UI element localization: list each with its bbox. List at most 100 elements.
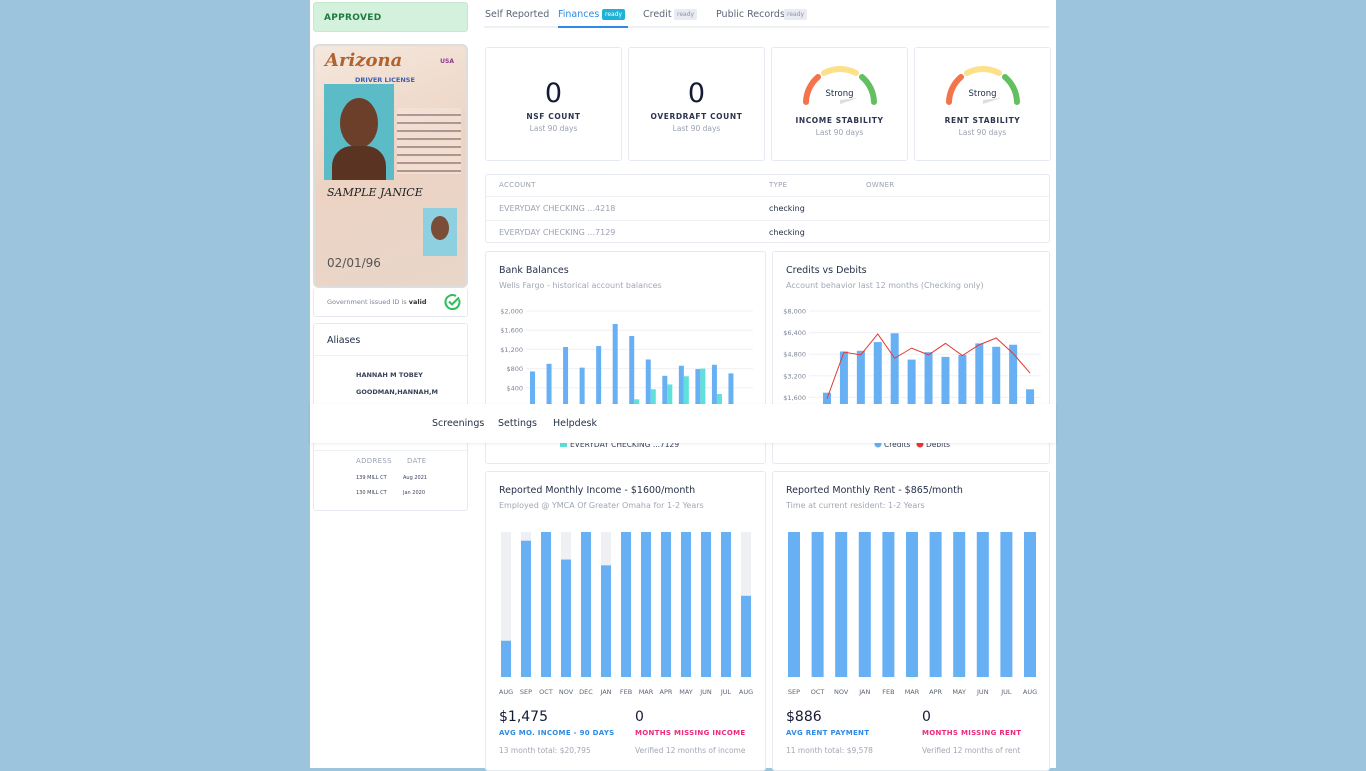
- month-bar: [701, 532, 711, 677]
- month-bar: [621, 532, 631, 677]
- month-bar: [953, 532, 966, 677]
- y-tick-label: $6,400: [783, 329, 806, 337]
- date-header: DATE: [407, 457, 427, 465]
- month-bar: [1000, 532, 1013, 677]
- rent-stability-gauge-label: Strong: [968, 89, 997, 99]
- monthly-income-chart: AUG SEP OCT NOV DEC JAN FEB MAR APR MAY JUN JUL AUG: [499, 532, 753, 696]
- nav-settings[interactable]: Settings: [498, 418, 537, 429]
- alias-item: GOODMAN,HANNAH,M: [356, 388, 438, 396]
- tab-credit[interactable]: Credit: [643, 9, 672, 20]
- tab-bar: Self Reported Finances ready Credit read…: [484, 0, 1049, 28]
- aliases-title: Aliases: [327, 335, 361, 346]
- nav-helpdesk[interactable]: Helpdesk: [553, 418, 597, 429]
- overdraft-count-sub: Last 90 days: [672, 124, 721, 133]
- missing-income-sub: Verified 12 months of income: [635, 746, 746, 755]
- y-tick-label: $4,800: [783, 351, 806, 359]
- balance-bar-7129: [667, 384, 673, 407]
- balance-bar: [530, 371, 535, 407]
- balance-bar-7129: [634, 399, 640, 407]
- credits-bar: [856, 350, 865, 419]
- bar-track: [501, 532, 511, 677]
- income-stability-gauge-label: Strong: [825, 89, 854, 99]
- credits-bar: [873, 342, 882, 419]
- rent-stability-sub: Last 90 days: [958, 128, 1007, 137]
- month-bar: [521, 540, 531, 677]
- overdraft-count-value: 0: [687, 78, 706, 109]
- missing-income-label: MONTHS MISSING INCOME: [635, 729, 746, 737]
- credits-bar: [992, 346, 1001, 419]
- legend-label: EVERYDAY CHECKING ...7129: [570, 440, 679, 449]
- balance-bar: [662, 375, 668, 407]
- y-tick-label: $2,000: [500, 308, 523, 316]
- credits-bar: [958, 354, 967, 419]
- month-bar: [641, 532, 651, 677]
- y-tick-label: $8,000: [783, 308, 806, 316]
- month-label: AUG: [739, 688, 753, 696]
- balance-bar: [579, 367, 585, 407]
- tab-finances[interactable]: Finances: [558, 9, 600, 20]
- tab-self-reported[interactable]: Self Reported: [485, 9, 550, 20]
- y-tick-label: $1,200: [500, 346, 523, 354]
- id-valid-row: Government issued ID is valid: [313, 288, 468, 317]
- owner-header: OWNER: [866, 181, 895, 189]
- legend-label: Credits: [884, 440, 911, 449]
- address-header: ADDRESS: [356, 457, 392, 465]
- date-cell: Jan 2020: [403, 490, 426, 496]
- id-country: USA: [440, 58, 454, 65]
- month-label: JAN: [858, 688, 870, 696]
- check-circle-icon: [444, 294, 461, 311]
- month-label: APR: [929, 688, 942, 696]
- credits-bar: [924, 352, 933, 419]
- month-label: JUN: [976, 688, 989, 696]
- y-tick-label: $1,600: [500, 327, 523, 335]
- avg-income-label: AVG MO. INCOME - 90 DAYS: [499, 729, 615, 737]
- id-card-image[interactable]: Arizona USA DRIVER LICENSE SAMPLE JANICE…: [313, 44, 468, 288]
- month-label: DEC: [579, 688, 593, 696]
- balance-bar: [695, 369, 701, 407]
- month-bar: [811, 532, 824, 677]
- public-records-ready-badge: ready: [784, 9, 808, 20]
- nsf-count-value: 0: [544, 78, 563, 109]
- month-label: FEB: [620, 688, 632, 696]
- table-row[interactable]: EVERYDAY CHECKING ...7129 checking: [486, 220, 1049, 244]
- nsf-count-sub: Last 90 days: [529, 124, 578, 133]
- id-signature: SAMPLE JANICE: [327, 186, 423, 199]
- month-label: AUG: [499, 688, 513, 696]
- balance-bar-7129: [700, 368, 706, 407]
- id-ghost-photo: [423, 208, 457, 256]
- alias-item: HANNAH M TOBEY: [356, 371, 423, 379]
- monthly-rent-chart: SEP OCT NOV JAN FEB MAR APR MAY JUN JUL AUG: [788, 532, 1037, 696]
- tab-public-records[interactable]: Public Records: [716, 9, 785, 20]
- credit-ready-badge: ready: [674, 9, 698, 20]
- missing-rent-value: 0: [922, 709, 931, 725]
- month-bar: [721, 532, 731, 677]
- month-bar: [681, 532, 691, 677]
- y-tick-label: $800: [506, 365, 523, 373]
- rent-stability-label: RENT STABILITY: [944, 116, 1021, 125]
- month-bar: [581, 532, 591, 677]
- balance-bar: [563, 347, 569, 407]
- avg-income-sub: 13 month total: $20,795: [499, 746, 591, 755]
- account-cell: EVERYDAY CHECKING ...4218: [499, 204, 616, 213]
- credits-bar: [941, 356, 950, 419]
- table-row[interactable]: EVERYDAY CHECKING ...4218 checking: [486, 196, 1049, 220]
- month-label: SEP: [788, 688, 800, 696]
- overdraft-count-card: 0 OVERDRAFT COUNT Last 90 days: [628, 47, 765, 161]
- nsf-count-card: 0 NSF COUNT Last 90 days: [485, 47, 622, 161]
- balance-bar: [596, 346, 602, 407]
- month-bar: [976, 532, 989, 677]
- credits-bar: [907, 359, 916, 419]
- month-bar: [661, 532, 671, 677]
- missing-income-value: 0: [635, 709, 644, 725]
- nav-screenings[interactable]: Screenings: [432, 418, 485, 429]
- debits-line: [826, 333, 1031, 399]
- account-header: ACCOUNT: [499, 181, 536, 189]
- avg-rent-label: AVG RENT PAYMENT: [786, 729, 870, 737]
- type-header: TYPE: [769, 181, 788, 189]
- gauge-icon: [946, 66, 1020, 105]
- missing-rent-sub: Verified 12 months of rent: [922, 746, 1021, 755]
- month-label: NOV: [834, 688, 849, 696]
- chart-subtitle: Account behavior last 12 months (Checkin…: [786, 281, 984, 290]
- balance-bar: [728, 373, 734, 407]
- nsf-count-label: NSF COUNT: [526, 112, 581, 121]
